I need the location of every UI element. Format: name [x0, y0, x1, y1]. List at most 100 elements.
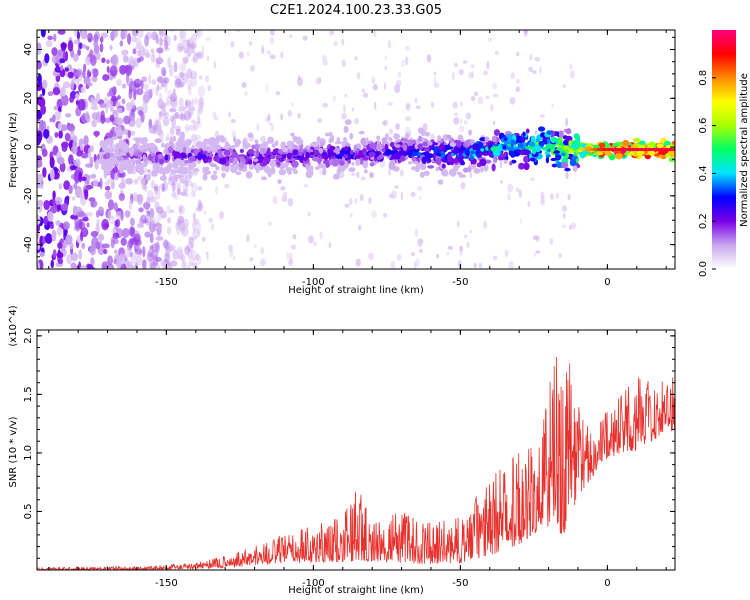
spectrogram-faint-cell: [233, 256, 236, 260]
spectrogram-faint-cell: [151, 124, 158, 130]
spectrogram-noise-cell: [197, 199, 202, 210]
spectrogram-trace-cell: [288, 145, 293, 151]
spectrogram-faint-cell: [426, 54, 432, 63]
spectrogram-faint-cell: [164, 136, 170, 141]
spectrogram-core-cell: [593, 147, 600, 152]
spectrogram-faint-cell: [515, 86, 520, 93]
spectrogram-trace-cell: [343, 125, 349, 134]
spectrogram-trace-cell: [291, 160, 299, 168]
spectrogram-noise-cell: [136, 106, 144, 112]
spectrogram-trace-cell: [437, 135, 442, 142]
spectrogram-noise-cell: [130, 256, 138, 265]
spectrogram-noise-cell: [112, 109, 117, 116]
spectrogram-faint-cell: [359, 194, 364, 202]
spectrogram-noise-cell: [196, 222, 202, 235]
snr-y-axis-label: SNR (10 * v/v): [8, 416, 19, 487]
spectrogram-noise-cell: [177, 248, 183, 260]
spectrogram-noise-cell: [131, 35, 138, 43]
spectrogram-faint-cell: [269, 54, 276, 60]
spectrogram-faint-cell: [399, 169, 404, 177]
spectrogram-trace-cell: [510, 147, 516, 152]
spectrogram-noise-cell: [85, 184, 94, 190]
spectrogram-trace-cell: [427, 153, 434, 159]
spectrogram-faint-cell: [540, 191, 545, 200]
spectrogram-faint-cell: [231, 130, 237, 138]
spectrogram-trace-cell: [622, 139, 630, 147]
spectrogram-faint-cell: [459, 245, 464, 252]
spectrogram-noise-cell: [52, 87, 61, 96]
spectrogram-trace-cell: [139, 145, 145, 151]
spectrogram-faint-cell: [207, 85, 212, 92]
spectrogram-noise-cell: [97, 206, 105, 215]
spectrogram-faint-cell: [567, 193, 571, 201]
spectrogram-noise-cell: [70, 252, 78, 262]
spectrogram-trace-cell: [550, 157, 557, 162]
spectrogram-trace-cell: [435, 157, 442, 166]
spectrogram-faint-cell: [269, 36, 275, 45]
spectrogram-trace-cell: [259, 160, 268, 167]
spectrogram-noise-cell: [123, 115, 131, 125]
spectrogram-faint-cell: [368, 197, 372, 205]
spectrogram-trace-cell: [393, 133, 398, 140]
spectrogram-noise-cell: [197, 186, 203, 191]
spectrogram-noise-cell: [133, 89, 137, 101]
spectrogram-faint-cell: [507, 184, 514, 193]
spectrogram-trace-cell: [405, 132, 410, 139]
spectrogram-noise-cell: [83, 135, 89, 146]
spectrogram-faint-cell: [184, 179, 189, 188]
spectrogram-noise-cell: [37, 241, 41, 250]
spectrogram-faint-cell: [404, 46, 411, 51]
spectrogram-noise-cell: [129, 130, 136, 136]
spectrogram-trace-cell: [503, 140, 510, 145]
spectrogram-faint-cell: [151, 87, 155, 94]
spectrogram-faint-cell: [460, 117, 463, 125]
spectrogram-noise-cell: [86, 222, 90, 228]
spectrogram-noise-cell: [90, 144, 94, 153]
spectrogram-trace-cell: [180, 166, 188, 175]
spectrogram-trace-cell: [503, 159, 508, 164]
spectrogram-trace-cell: [159, 166, 164, 175]
spectrogram-trace-cell: [408, 153, 413, 159]
spectrogram-faint-cell: [387, 102, 393, 106]
spectrogram-noise-cell: [193, 55, 197, 62]
spectrogram-noise-cell: [196, 120, 202, 129]
spectrogram-noise-cell: [59, 58, 66, 64]
spectrogram-noise-cell: [115, 117, 124, 127]
spectrogram-noise-cell: [186, 265, 191, 269]
spectrogram-faint-cell: [562, 84, 566, 89]
spectrogram-noise-cell: [136, 223, 145, 229]
spectrogram-noise-cell: [144, 231, 151, 238]
spectrogram-trace-cell: [638, 145, 646, 149]
spectrogram-noise-cell: [187, 79, 192, 90]
spectrogram-trace-cell: [668, 149, 675, 158]
spectrogram-trace-cell: [102, 143, 109, 152]
spectrogram-faint-cell: [236, 30, 241, 33]
spectrogram-faint-cell: [343, 104, 346, 113]
spectrogram-trace-cell: [333, 173, 340, 180]
spectrogram-noise-cell: [175, 128, 181, 136]
spectrogram-noise-cell: [73, 30, 78, 37]
spectrogram-noise-cell: [65, 195, 70, 201]
spectrogram-noise-cell: [43, 199, 51, 211]
spectrogram-trace-cell: [138, 151, 143, 156]
spectrogram-core-cell: [642, 147, 649, 152]
spectrogram-faint-cell: [534, 130, 538, 135]
spectrogram-faint-cell: [454, 112, 459, 116]
spectrogram-trace-cell: [200, 154, 207, 159]
spectrogram-noise-cell: [83, 227, 88, 236]
spectrogram-noise-cell: [188, 111, 193, 119]
spectrogram-noise-cell: [156, 47, 164, 54]
spectrogram-noise-cell: [39, 251, 45, 257]
spectrogram-noise-cell: [187, 105, 196, 112]
spectrogram-noise-cell: [184, 245, 191, 256]
spectrogram-noise-cell: [110, 236, 115, 249]
spectrogram-noise-cell: [198, 75, 203, 80]
spectrogram-faint-cell: [275, 91, 281, 96]
spectrogram-faint-cell: [354, 56, 359, 61]
spectrogram-trace-cell: [167, 146, 174, 154]
spectrogram-noise-cell: [64, 132, 71, 142]
spectrogram-noise-cell: [196, 53, 203, 59]
spectrogram-core-cell: [638, 147, 645, 152]
spectrogram-faint-cell: [478, 262, 483, 269]
spectrogram-noise-cell: [69, 95, 75, 103]
